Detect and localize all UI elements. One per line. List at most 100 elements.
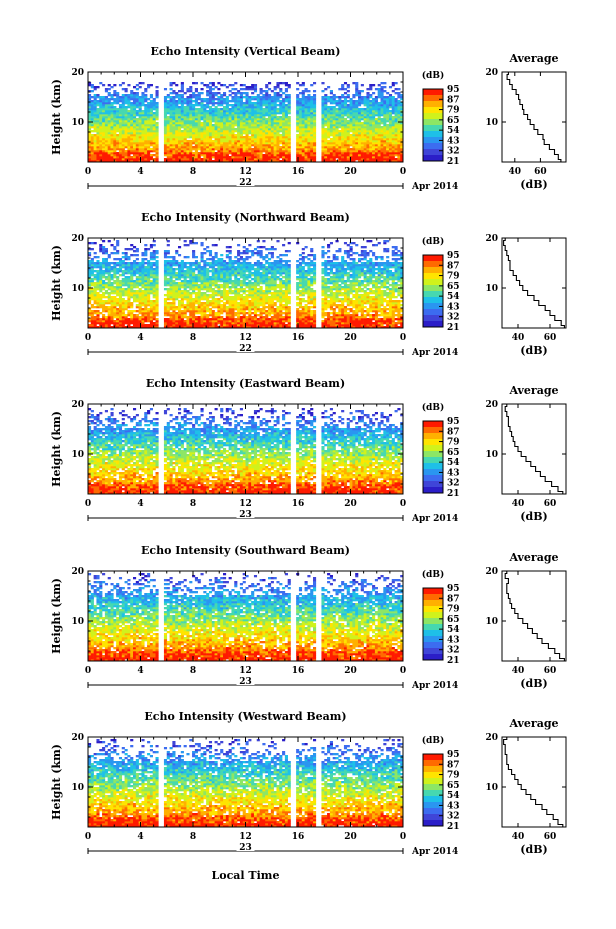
heatmap-cell (147, 318, 151, 321)
heatmap-cell (374, 314, 378, 317)
heatmap-cell (239, 142, 243, 145)
heatmap-cell (203, 326, 207, 329)
heatmap-cell (180, 146, 184, 149)
heatmap-cell (135, 132, 139, 135)
heatmap-cell (355, 88, 359, 91)
heatmap-cell (307, 156, 311, 159)
heatmap-cell (338, 118, 342, 121)
heatmap-cell (369, 318, 373, 321)
heatmap-cell (104, 150, 108, 153)
heatmap-cell (338, 152, 342, 155)
heatmap-cell (253, 158, 258, 161)
heatmap-cell (251, 84, 255, 87)
heatmap-cell (110, 104, 114, 107)
heatmap-cell (397, 92, 401, 95)
heatmap-cell (155, 322, 159, 325)
heatmap-cell (203, 136, 207, 139)
heatmap-cell (360, 134, 364, 137)
heatmap-cell (386, 158, 390, 161)
heatmap-cell (349, 324, 353, 327)
heatmap-cell (313, 118, 317, 121)
heatmap-cell (149, 306, 153, 309)
heatmap-cell (394, 92, 398, 95)
heatmap-cell (313, 130, 317, 133)
heatmap-cell (304, 324, 308, 327)
heatmap-cell (242, 146, 246, 149)
heatmap-cell (386, 110, 390, 113)
heatmap-cell (343, 134, 348, 137)
heatmap-cell (265, 158, 269, 161)
heatmap-cell (138, 140, 142, 143)
heatmap-cell (186, 158, 190, 161)
heatmap-cell (102, 304, 106, 307)
heatmap-cell (116, 324, 120, 327)
heatmap-cell (391, 324, 395, 327)
heatmap-cell (251, 132, 255, 135)
heatmap-cell (88, 136, 92, 139)
heatmap-cell (163, 326, 168, 329)
heatmap-cell (276, 132, 280, 135)
heatmap-cell (360, 130, 364, 133)
heatmap-cell (366, 114, 370, 117)
heatmap-cell (287, 102, 291, 105)
heatmap-cell (284, 312, 288, 315)
heatmap-cell (397, 146, 401, 149)
heatmap-cell (118, 98, 123, 101)
heatmap-cell (239, 312, 243, 315)
heatmap-cell (358, 100, 362, 103)
heatmap-cell (133, 100, 137, 103)
heatmap-cell (127, 142, 131, 145)
heatmap-cell (138, 122, 142, 125)
heatmap-cell (383, 146, 387, 149)
heatmap-cell (394, 154, 398, 157)
heatmap-cell (327, 86, 331, 89)
heatmap-cell (332, 156, 336, 159)
heatmap-cell (360, 146, 364, 149)
heatmap-cell (217, 144, 221, 147)
heatmap-cell (242, 310, 246, 313)
heatmap-cell (273, 320, 277, 323)
heatmap-cell (259, 316, 263, 319)
heatmap-cell (397, 306, 401, 309)
heatmap-cell (133, 160, 137, 163)
heatmap-cell (276, 160, 280, 163)
heatmap-cell (296, 128, 300, 131)
heatmap-cell (265, 302, 269, 305)
heatmap-cell (99, 122, 103, 125)
heatmap-cell (310, 306, 314, 309)
heatmap-cell (200, 88, 204, 91)
heatmap-cell (349, 140, 353, 143)
heatmap-cell (231, 320, 235, 323)
heatmap-cell (194, 158, 198, 161)
heatmap-cell (220, 98, 224, 101)
heatmap-cell (380, 308, 384, 311)
heatmap-cell (251, 158, 255, 161)
heatmap-cell (366, 158, 370, 161)
heatmap-cell (225, 116, 229, 119)
heatmap-cell (355, 130, 359, 133)
heatmap-cell (197, 120, 201, 123)
heatmap-cell (276, 308, 280, 311)
heatmap-cell (270, 146, 274, 149)
heatmap-cell (284, 120, 288, 123)
heatmap-cell (130, 116, 134, 119)
heatmap-cell (197, 324, 201, 327)
heatmap-cell (214, 128, 218, 131)
heatmap-cell (307, 146, 311, 149)
heatmap-cell (372, 100, 376, 103)
heatmap-cell (178, 304, 182, 307)
heatmap-cell (242, 122, 246, 125)
heatmap-cell (253, 102, 258, 105)
heatmap-cell (93, 118, 97, 121)
heatmap-cell (166, 318, 170, 321)
heatmap-cell (194, 140, 198, 143)
heatmap-cell (166, 120, 170, 123)
heatmap-cell (107, 314, 111, 317)
heatmap-cell (124, 156, 128, 159)
heatmap-cell (166, 108, 170, 111)
heatmap-cell (377, 124, 381, 127)
heatmap-cell (228, 150, 232, 153)
heatmap-cell (270, 122, 274, 125)
heatmap-cell (262, 322, 266, 325)
heatmap-cell (377, 140, 381, 143)
